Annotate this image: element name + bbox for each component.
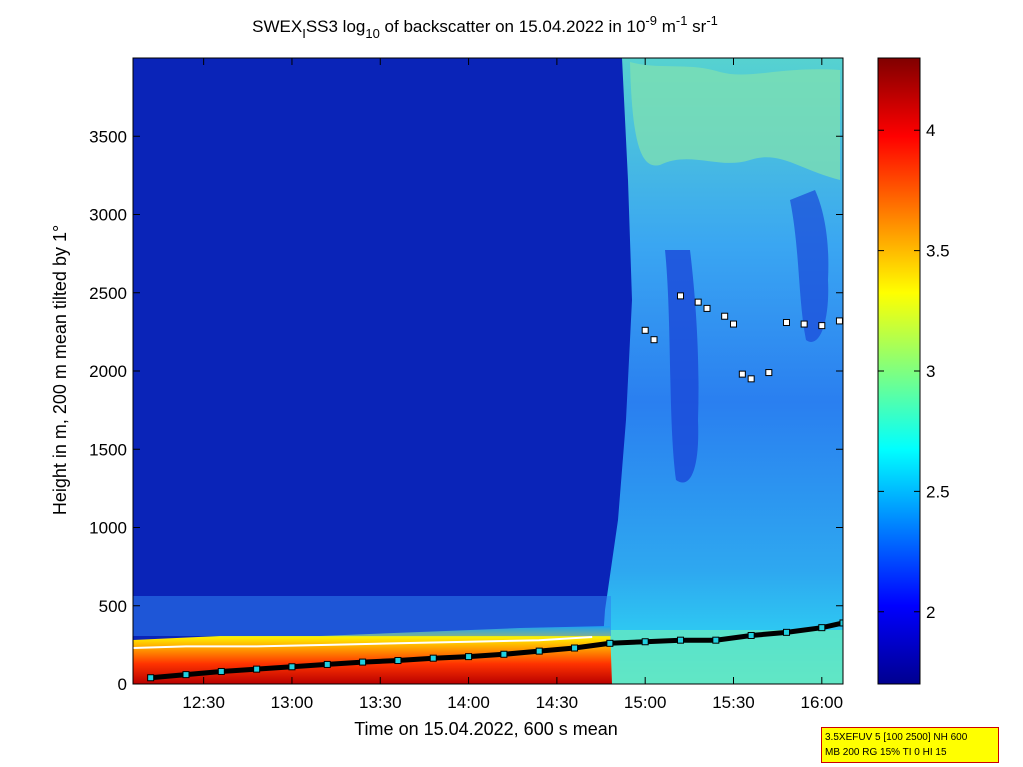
cloud-layer-marker xyxy=(729,320,737,328)
y-tick-label: 500 xyxy=(99,597,127,616)
y-tick-label: 3500 xyxy=(89,127,127,146)
colorbar-tick-label: 3.5 xyxy=(926,242,950,261)
cloud-base-marker xyxy=(535,647,543,655)
x-tick-label: 16:00 xyxy=(801,693,844,712)
info-line-2: MB 200 RG 15% TI 0 HI 15 xyxy=(825,747,947,758)
y-tick-label: 2000 xyxy=(89,362,127,381)
cloud-base-marker xyxy=(465,653,473,661)
aerosol-plume-region xyxy=(600,58,843,684)
title-sup-1: -9 xyxy=(645,13,657,28)
y-tick-label: 0 xyxy=(118,675,127,694)
dark-streak-2 xyxy=(790,190,829,342)
cloud-layer-marker xyxy=(650,336,658,344)
x-tick-label: 15:30 xyxy=(712,693,755,712)
cloud-base-marker xyxy=(359,658,367,666)
x-tick-label: 12:30 xyxy=(182,693,225,712)
info-line-1: 3.5XEFUV 5 [100 2500] NH 600 xyxy=(825,732,968,743)
title-part-1: SWEX xyxy=(252,17,302,36)
x-axis: 12:30 13:00 13:30 14:00 14:30 15:00 15:30 16:00 xyxy=(182,58,843,712)
cloud-base-marker xyxy=(606,639,614,647)
cloud-base-marker xyxy=(253,665,261,673)
info-box: 3.5XEFUV 5 [100 2500] NH 600 MB 200 RG 1… xyxy=(821,727,999,763)
colorbar xyxy=(877,57,921,685)
cloud-layer-marker xyxy=(747,375,755,383)
cloud-base-marker xyxy=(429,654,437,662)
cloud-base-marker xyxy=(712,636,720,644)
cloud-base-marker xyxy=(147,674,155,682)
cloud-base-marker xyxy=(217,667,225,675)
cloud-layer-marker xyxy=(703,304,711,312)
cloud-base-marker xyxy=(782,628,790,636)
cloud-layer-marker xyxy=(818,322,826,330)
x-axis-label: Time on 15.04.2022, 600 s mean xyxy=(354,719,618,739)
heatmap-field xyxy=(133,58,843,684)
dark-streak-1 xyxy=(665,250,699,483)
x-tick-label: 13:00 xyxy=(271,693,314,712)
colorbar-axis: 2 2.5 3 3.5 4 xyxy=(878,121,950,622)
title-sup-3: -1 xyxy=(706,13,718,28)
cloud-layer-marker xyxy=(782,318,790,326)
x-tick-label: 14:30 xyxy=(536,693,579,712)
cloud-layer-marker xyxy=(694,298,702,306)
colorbar-tick-label: 4 xyxy=(926,121,935,140)
y-tick-label: 1000 xyxy=(89,519,127,538)
cloud-base-marker xyxy=(288,663,296,671)
cloud-layer-marker xyxy=(800,320,808,328)
cloud-base-marker xyxy=(641,638,649,646)
boundary-layer-top-line xyxy=(133,636,593,649)
boundary-layer-haze xyxy=(133,596,611,636)
chart-title: SWEXISS3 log10 of backscatter on 15.04.2… xyxy=(252,13,718,41)
title-sub-1: I xyxy=(302,26,306,41)
y-tick-label: 3000 xyxy=(89,206,127,225)
overlay-layer xyxy=(133,292,843,682)
cloud-base-marker xyxy=(839,619,843,627)
y-tick-label: 1500 xyxy=(89,440,127,459)
cloud-base-marker xyxy=(323,660,331,668)
cloud-base-marker xyxy=(571,644,579,652)
title-part-4: m xyxy=(657,17,676,36)
title-part-3: of backscatter on 15.04.2022 in 10 xyxy=(380,17,646,36)
cloud-base-marker xyxy=(182,671,190,679)
cloud-layer-marker xyxy=(765,369,773,377)
cloud-base-marker xyxy=(818,624,826,632)
cloud-layer-marker xyxy=(721,312,729,320)
title-sup-2: -1 xyxy=(676,13,688,28)
y-axis-label: Height in m, 200 m mean tilted by 1° xyxy=(50,225,70,515)
cloud-base-marker xyxy=(394,657,402,665)
cloud-layer-marker xyxy=(835,317,843,325)
x-tick-label: 14:00 xyxy=(447,693,490,712)
cloud-base-marker xyxy=(677,636,685,644)
title-sub-2: 10 xyxy=(365,26,379,41)
cloud-layer-marker xyxy=(738,370,746,378)
x-tick-label: 13:30 xyxy=(359,693,402,712)
y-tick-label: 2500 xyxy=(89,284,127,303)
cloud-base-marker xyxy=(500,650,508,658)
cloud-base-marker xyxy=(747,631,755,639)
cloud-layer-marker xyxy=(677,292,685,300)
title-part-2: SS3 log xyxy=(306,17,366,36)
x-tick-label: 15:00 xyxy=(624,693,667,712)
title-part-5: sr xyxy=(687,17,706,36)
colorbar-tick-label: 2 xyxy=(926,603,935,622)
colorbar-tick-label: 2.5 xyxy=(926,482,950,501)
cloud-layer-marker xyxy=(641,326,649,334)
colorbar-tick-label: 3 xyxy=(926,362,935,381)
y-axis: 0 500 1000 1500 2000 2500 3000 3500 xyxy=(89,127,843,694)
upper-cloud-patch xyxy=(630,62,840,180)
